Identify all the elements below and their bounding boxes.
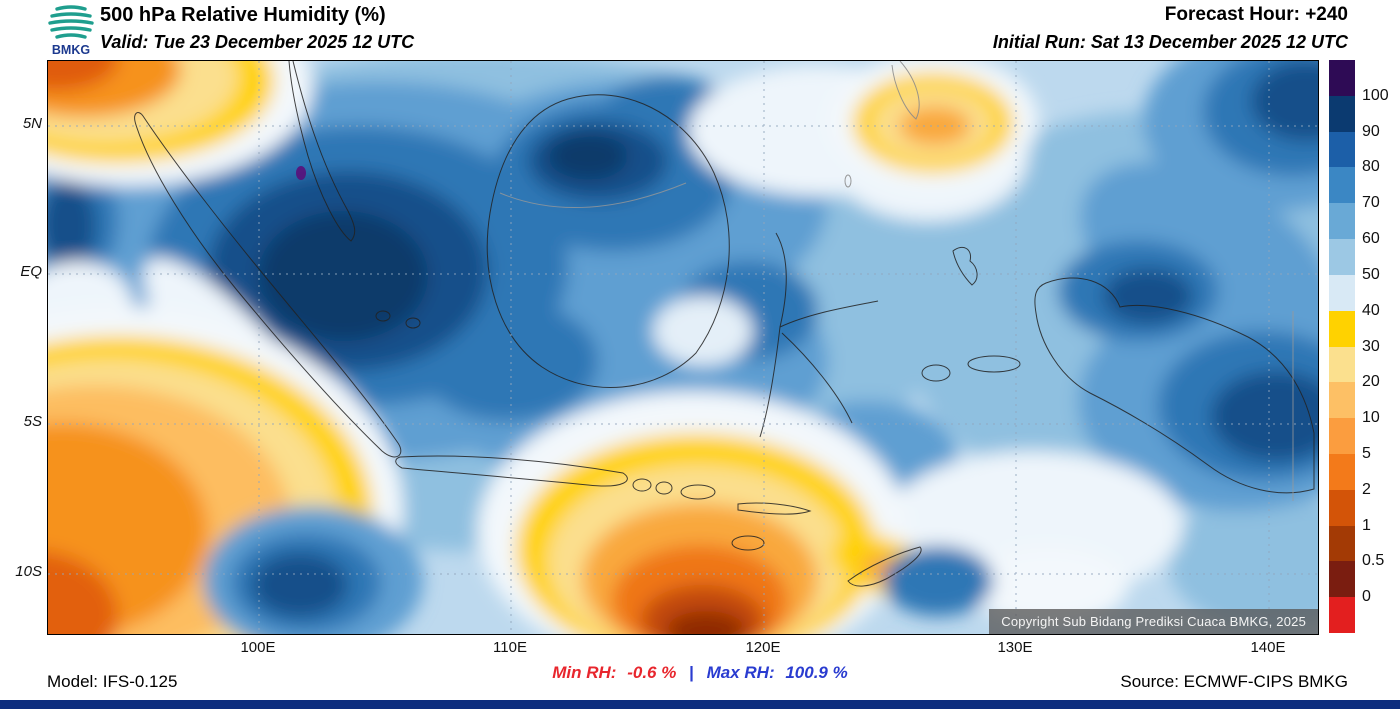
- colorbar: [1329, 60, 1355, 633]
- separator: |: [689, 663, 694, 682]
- colorbar-segment: [1329, 489, 1355, 526]
- min-rh-value: -0.6 %: [627, 663, 677, 682]
- colorbar-label: 5: [1362, 444, 1371, 462]
- colorbar-segment: [1329, 131, 1355, 168]
- colorbar-label: 100: [1362, 86, 1389, 104]
- colorbar-label: 2: [1362, 480, 1371, 498]
- colorbar-label: 90: [1362, 122, 1380, 140]
- copyright-overlay: Copyright Sub Bidang Prediksi Cuaca BMKG…: [989, 609, 1318, 634]
- lon-tick-label: 130E: [997, 639, 1033, 656]
- forecast-hour: Forecast Hour: +240: [1164, 4, 1348, 25]
- colorbar-label: 30: [1362, 337, 1380, 355]
- colorbar-label: 1: [1362, 516, 1371, 534]
- model-label: Model: IFS-0.125: [47, 672, 178, 691]
- bottom-brand-bar: [0, 700, 1400, 709]
- colorbar-label: 80: [1362, 158, 1380, 176]
- logo-globe-lines: [48, 5, 94, 39]
- colorbar-label: 0.5: [1362, 552, 1385, 570]
- colorbar-segment: [1329, 453, 1355, 490]
- min-rh-label: Min RH:: [552, 663, 617, 682]
- rh-extremes: Min RH: -0.6 % | Max RH: 100.9 %: [0, 663, 1400, 683]
- logo-text: BMKG: [52, 43, 90, 57]
- colorbar-segment: [1329, 203, 1355, 240]
- colorbar-segment: [1329, 382, 1355, 419]
- colorbar-segment: [1329, 167, 1355, 204]
- page-title: 500 hPa Relative Humidity (%): [100, 4, 386, 26]
- lon-tick-label: 100E: [240, 639, 276, 656]
- gridlines: [48, 61, 1318, 634]
- lon-tick-label: 140E: [1250, 639, 1286, 656]
- bmkg-logo: BMKG: [48, 5, 94, 57]
- lat-tick-label: 5S: [23, 413, 42, 430]
- colorbar-label: 70: [1362, 194, 1380, 212]
- min-rh: Min RH: -0.6 %: [552, 663, 681, 682]
- max-rh: Max RH: 100.9 %: [707, 663, 848, 682]
- extreme-speck: [296, 166, 306, 180]
- lon-tick-label: 120E: [745, 639, 781, 656]
- humidity-field: [48, 61, 1318, 634]
- colorbar-label: 10: [1362, 409, 1380, 427]
- max-rh-label: Max RH:: [706, 663, 775, 682]
- lat-tick-label: EQ: [20, 263, 42, 280]
- lon-tick-label: 110E: [493, 639, 527, 656]
- colorbar-segment: [1329, 525, 1355, 562]
- valid-time: Valid: Tue 23 December 2025 12 UTC: [100, 32, 415, 52]
- colorbar-segment: [1329, 561, 1355, 598]
- max-rh-value: 100.9 %: [785, 663, 848, 682]
- admin-borders: [499, 182, 1294, 501]
- source-label: Source: ECMWF-CIPS BMKG: [1120, 672, 1348, 691]
- coastlines: [134, 61, 1315, 587]
- colorbar-label: 40: [1362, 301, 1380, 319]
- colorbar-label: 20: [1362, 373, 1380, 391]
- lat-tick-label: 10S: [15, 563, 42, 580]
- colorbar-segment: [1329, 95, 1355, 132]
- colorbar-segment: [1329, 346, 1355, 383]
- map-frame: Copyright Sub Bidang Prediksi Cuaca BMKG…: [47, 60, 1319, 635]
- colorbar-segment: [1329, 239, 1355, 275]
- colorbar-label: 60: [1362, 230, 1380, 248]
- colorbar-label: 50: [1362, 265, 1380, 283]
- colorbar-segment: [1329, 274, 1355, 311]
- lat-tick-label: 5N: [22, 115, 42, 132]
- colorbar-labels: 100 90 80 70 60 50 40 30 20 10 5 2 1 0.5 0: [1362, 60, 1400, 633]
- colorbar-segment: [1329, 418, 1355, 454]
- colorbar-segment: [1329, 60, 1355, 96]
- humidity-map: [48, 61, 1318, 634]
- initial-run: Initial Run: Sat 13 December 2025 12 UTC: [992, 32, 1348, 52]
- colorbar-label: 0: [1362, 588, 1371, 606]
- colorbar-segment: [1329, 597, 1355, 633]
- colorbar-segment: [1329, 310, 1355, 347]
